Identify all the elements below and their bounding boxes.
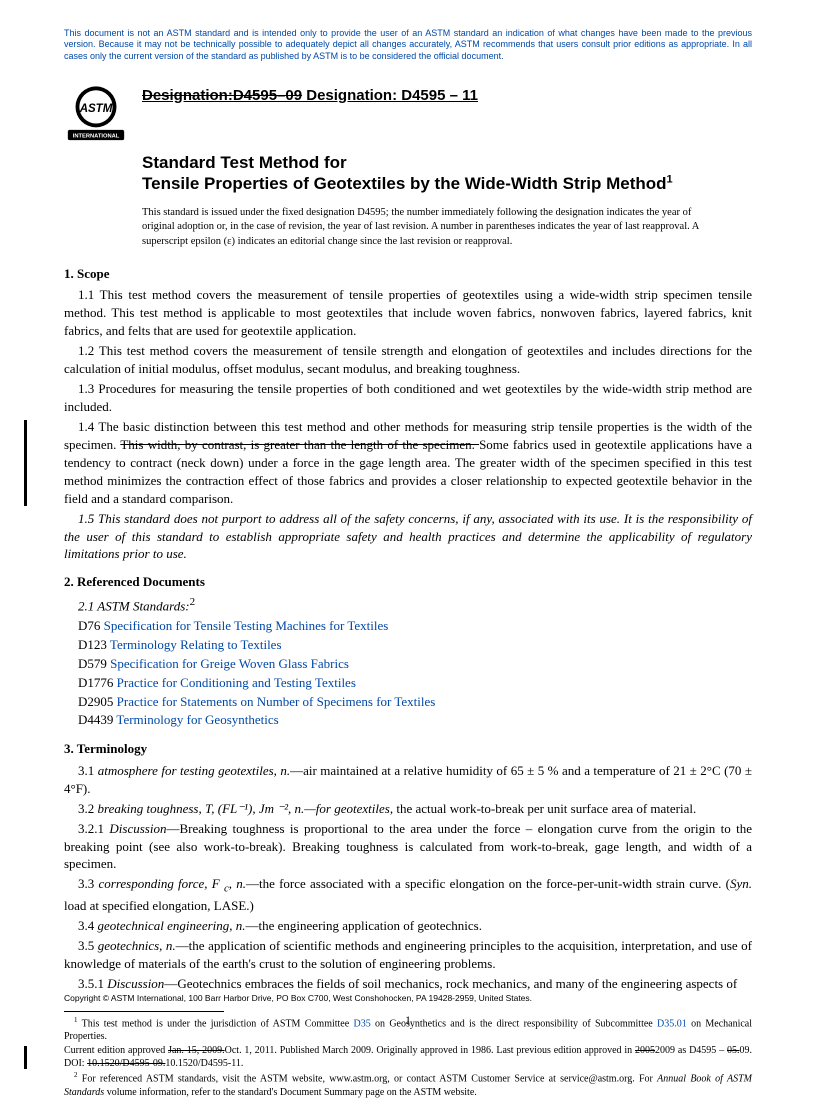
old-designation: Designation:D4595–09	[142, 87, 302, 104]
para-3-3: 3.3 corresponding force, F c, n.—the for…	[64, 875, 752, 914]
para-3-5: 3.5 geotechnics, n.—the application of s…	[64, 937, 752, 973]
para-1-5: 1.5 This standard does not purport to ad…	[64, 510, 752, 564]
ref-d2905: D2905 Practice for Statements on Number …	[78, 693, 752, 712]
para-3-2: 3.2 breaking toughness, T, (FL⁻¹), Jm ⁻²…	[64, 800, 752, 818]
para-3-4: 3.4 geotechnical engineering, n.—the eng…	[64, 917, 752, 935]
title-line-1: Standard Test Method for	[142, 152, 752, 173]
para-1-2: 1.2 This test method covers the measurem…	[64, 342, 752, 378]
issuance-note: This standard is issued under the fixed …	[142, 206, 712, 249]
section-3-head: 3. Terminology	[64, 740, 752, 758]
ref-link[interactable]: Specification for Tensile Testing Machin…	[104, 618, 389, 633]
new-designation: Designation: D4595 – 11	[302, 87, 478, 104]
svg-text:INTERNATIONAL: INTERNATIONAL	[73, 133, 120, 139]
ref-link[interactable]: Terminology for Geosynthetics	[116, 712, 278, 727]
ref-d579: D579 Specification for Greige Woven Glas…	[78, 655, 752, 674]
svg-text:ASTM: ASTM	[79, 103, 113, 115]
astm-logo: ASTM INTERNATIONAL	[64, 80, 128, 144]
ref-link[interactable]: Practice for Statements on Number of Spe…	[117, 694, 436, 709]
para-1-3: 1.3 Procedures for measuring the tensile…	[64, 380, 752, 416]
title-line-2: Tensile Properties of Geotextiles by the…	[142, 173, 752, 194]
ref-d1776: D1776 Practice for Conditioning and Test…	[78, 674, 752, 693]
ref-link[interactable]: Specification for Greige Woven Glass Fab…	[110, 656, 349, 671]
ref-d76: D76 Specification for Tensile Testing Ma…	[78, 617, 752, 636]
para-3-2-1: 3.2.1 Discussion—Breaking toughness is p…	[64, 820, 752, 874]
page-number: 1	[0, 1012, 816, 1028]
designation-line: Designation:D4595–09 Designation: D4595 …	[142, 80, 478, 106]
ref-d123: D123 Terminology Relating to Textiles	[78, 636, 752, 655]
copyright-line: Copyright © ASTM International, 100 Barr…	[64, 993, 532, 1004]
para-3-1: 3.1 atmosphere for testing geotextiles, …	[64, 762, 752, 798]
para-1-1: 1.1 This test method covers the measurem…	[64, 286, 752, 340]
para-2-1: 2.1 ASTM Standards:2	[64, 595, 752, 615]
section-1-head: 1. Scope	[64, 265, 752, 283]
ref-d4439: D4439 Terminology for Geosynthetics	[78, 711, 752, 730]
section-2-head: 2. Referenced Documents	[64, 573, 752, 591]
footnote-2: 2 For referenced ASTM standards, visit t…	[64, 1071, 752, 1099]
header-disclaimer: This document is not an ASTM standard an…	[64, 28, 752, 62]
header-row: ASTM INTERNATIONAL Designation:D4595–09 …	[64, 80, 752, 144]
title-block: Standard Test Method for Tensile Propert…	[142, 152, 752, 195]
ref-link[interactable]: Terminology Relating to Textiles	[110, 637, 282, 652]
footnote-1-line2: Current edition approved Jan. 15, 2009.O…	[64, 1044, 752, 1071]
para-3-5-1: 3.5.1 Discussion—Geotechnics embraces th…	[64, 975, 752, 993]
ref-link[interactable]: Practice for Conditioning and Testing Te…	[117, 675, 356, 690]
para-1-4: 1.4 The basic distinction between this t…	[64, 418, 752, 508]
